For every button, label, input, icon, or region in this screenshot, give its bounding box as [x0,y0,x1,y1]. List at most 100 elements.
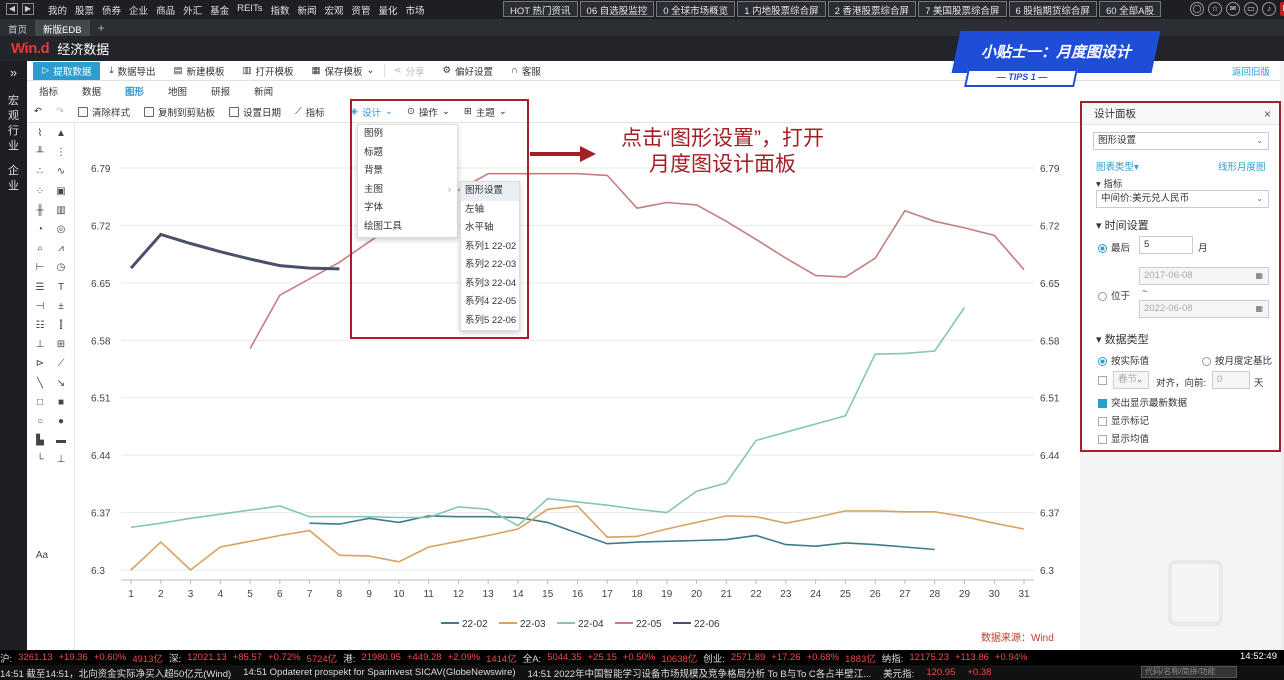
chart-type-icon-31[interactable]: ● [57,416,65,427]
nav-item-12[interactable]: 量化 [378,5,398,17]
news-item-1[interactable]: 14:51 截至14:51，北向资金实际净买入超50亿元(Wind) [0,668,232,680]
chart-type-icon-7[interactable]: ▣ [56,185,66,197]
clear-style-button[interactable]: 清除样式 [71,105,137,119]
chart-type-icon-20[interactable]: ☷ [35,320,45,331]
chart-type-icon-22[interactable]: ⊥ [35,339,45,351]
panel-mode-select[interactable]: 图形设置 ⌄ [1093,132,1269,150]
chart-type-icon-5[interactable]: ∿ [56,166,66,178]
yoy-radio[interactable]: 按月度定基比 [1202,353,1272,367]
new-tab-button[interactable]: + [97,21,105,35]
align-days-input[interactable]: 0 [1212,371,1250,389]
menu-item-series-1[interactable]: 系列1 22-02 [465,240,517,252]
chart-type-icon-2[interactable]: ╨ [36,147,44,159]
menu-item-title[interactable]: 标题 [364,146,384,158]
user-icon[interactable]: ◯ [1190,2,1204,16]
return-old-version-link[interactable]: 返回旧版 [1231,66,1270,78]
nav-item-9[interactable]: 新闻 [297,5,317,17]
menu-item-main-chart[interactable]: 主图 › [358,181,457,200]
chart-type-icon-0[interactable]: ⌇ [37,128,43,139]
back-arrow-icon[interactable]: ◀ [6,3,18,15]
tab-home[interactable]: 首页 [8,25,28,36]
indicator-select[interactable]: 中间价:美元兑人民币 ⌄ [1096,190,1269,208]
date-from-input[interactable]: 2017-06-08 ▦ [1139,267,1269,285]
chart-type-icon-4[interactable]: ∴ [36,166,44,178]
spring-select[interactable]: 春节 ⌄ [1113,371,1149,389]
chart-type-icon-17[interactable]: T [57,281,65,293]
nav-item-10[interactable]: 宏观 [324,5,344,17]
export-data-button[interactable]: ⤓ 数据导出 [100,62,164,80]
quick-screen-4[interactable]: 2 香港股票综合屏 [827,1,917,17]
nav-item-3[interactable]: 企业 [129,5,149,17]
sidebar-item-macro-2[interactable]: 观 [8,110,19,122]
news-item-3[interactable]: 14:51 2022年中国智能学习设备市场规模及竞争格局分析 To B与To C… [527,668,872,680]
tab-edb[interactable]: 新版EDB [35,20,90,36]
bell-icon[interactable]: ♪ [1262,2,1276,16]
quick-screen-2[interactable]: 0 全球市场概览 [656,1,736,17]
chart-type-icon-6[interactable]: ⁘ [35,185,45,197]
chart-type-icon-23[interactable]: ⊞ [56,339,66,351]
chart-type-icon-12[interactable]: ⌕ [37,243,43,255]
chart-type-icon-8[interactable]: ╫ [36,204,44,216]
news-item-2[interactable]: 14:51 Opdateret prospekt for Sparinvest … [243,667,516,678]
chart-type-icon-32[interactable]: ▙ [36,435,44,447]
chart-type-icon-19[interactable]: ± [58,300,64,312]
latest-radio[interactable]: 最后 [1098,240,1130,254]
chart-type-icon-21[interactable]: ⫿ [59,320,63,331]
date-to-input[interactable]: 2022-06-08 ▦ [1139,300,1269,318]
menu-item-legend[interactable]: 图例 [364,128,384,139]
extract-data-button[interactable]: ▷ 提取数据 [33,61,101,80]
chart-type-icon-34[interactable]: └ [36,454,44,466]
nav-item-4[interactable]: 商品 [156,5,176,17]
nav-item-6[interactable]: 基金 [210,5,230,17]
chart-type-icon-25[interactable]: ⟋ [57,358,65,370]
help-f1-button[interactable]: F1 [1280,2,1284,16]
chart-type-icon-9[interactable]: ▥ [56,204,66,216]
chart-type-icon-10[interactable]: ◔ [36,224,44,235]
actual-value-radio[interactable]: 按实际值 [1098,353,1149,367]
preferences-button[interactable]: ⚙ 偏好设置 [434,62,503,80]
menu-item-series-4[interactable]: 系列4 22-05 [465,296,517,307]
sidebar-item-company-2[interactable]: 业 [8,180,19,192]
menu-item-series-2[interactable]: 系列2 22-03 [465,259,517,270]
chart-type-icon-1[interactable]: ▲ [56,128,66,139]
spring-checkbox[interactable] [1098,376,1107,385]
save-template-button[interactable]: ▦ 保存模板 ⌄ [303,62,384,80]
set-date-button[interactable]: 设置日期 [222,105,288,119]
indicator-button[interactable]: ⟋ 指标 [288,105,332,119]
expand-sidebar-icon[interactable]: » [9,65,18,80]
quick-screen-7[interactable]: 60 全部A股 [1098,1,1161,17]
star-icon[interactable]: ☆ [1208,2,1222,16]
chart-type-icon-24[interactable]: ⊳ [35,358,45,370]
tab-research[interactable]: 研报 [211,87,231,98]
tab-indicator[interactable]: 指标 [39,87,59,98]
chart-type-icon-28[interactable]: □ [36,396,44,408]
chart-type-icon-16[interactable]: ☰ [35,281,45,293]
new-template-button[interactable]: ▤ 新建模板 [165,62,234,80]
chart-type-icon-15[interactable]: ◷ [56,262,66,274]
menu-item-series-5[interactable]: 系列5 22-06 [465,314,517,326]
tab-chart[interactable]: 图形 [125,87,145,98]
code-search-input[interactable]: 代码/名称/简拼/功能 [1141,666,1237,678]
open-template-button[interactable]: ▥ 打开模板 [234,62,303,80]
nav-item-5[interactable]: 外汇 [183,5,203,17]
chart-type-icon-18[interactable]: ⊣ [35,300,45,312]
chart-type-icon-26[interactable]: ╲ [36,377,44,389]
quick-screen-0[interactable]: HOT 热门资讯 [503,1,578,17]
customer-service-button[interactable]: ∩ 客服 [502,62,550,80]
menu-item-font[interactable]: 字体 [364,202,384,213]
menu-item-series-3[interactable]: 系列3 22-04 [465,277,517,289]
chart-type-icon-14[interactable]: ⊢ [35,262,45,274]
chart-type-icon-35[interactable]: ⊥ [56,454,66,466]
undo-button[interactable]: ↶ [27,106,49,117]
sidebar-item-industry-1[interactable]: 行 [8,125,19,137]
sidebar-item-macro-1[interactable]: 宏 [8,95,19,107]
highlight-latest-checkbox[interactable]: 突出显示最新数据 [1098,395,1187,409]
menu-item-left-axis[interactable]: 左轴 [465,203,485,215]
right-scroll-strip[interactable] [1281,101,1284,650]
menu-item-horizontal-axis[interactable]: 水平轴 [465,222,494,233]
copy-clipboard-button[interactable]: 复制到剪贴板 [137,105,222,119]
redo-button[interactable]: ↷ [49,106,71,117]
share-button[interactable]: ⋖ 分享 [385,62,434,80]
text-tool-icon[interactable]: Aa [35,550,49,561]
quick-screen-1[interactable]: 06 自选股监控 [579,1,655,17]
